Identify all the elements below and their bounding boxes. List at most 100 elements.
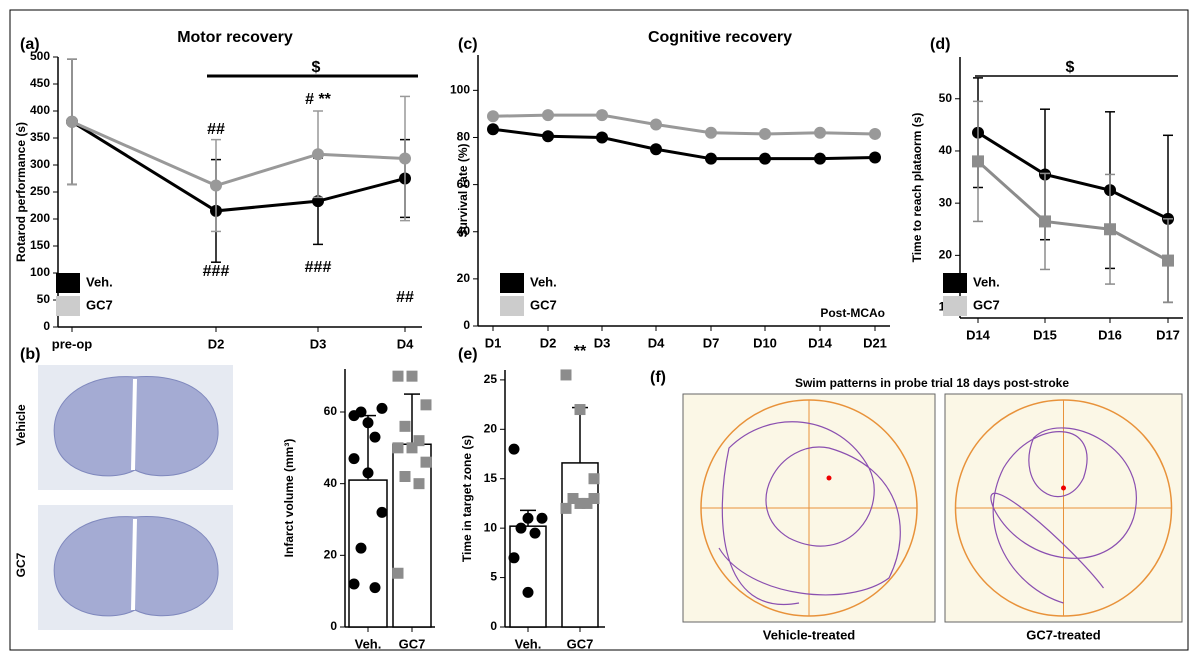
data-point xyxy=(581,497,593,509)
midline xyxy=(131,378,137,471)
midline xyxy=(131,518,137,611)
data-point xyxy=(522,512,534,524)
data-point xyxy=(312,148,324,161)
data-point xyxy=(560,502,572,514)
data-point xyxy=(650,118,662,131)
platform-mark xyxy=(1061,485,1066,491)
annotation: ### xyxy=(203,263,230,280)
y-tick-label: 100 xyxy=(450,83,470,97)
brain-section xyxy=(53,376,219,477)
x-tick-label: D21 xyxy=(863,335,887,350)
legend-swatch xyxy=(500,296,524,316)
data-point xyxy=(406,442,418,454)
data-point xyxy=(413,435,425,447)
bar xyxy=(348,479,388,628)
y-tick-label: 20 xyxy=(484,421,498,435)
y-tick-label: 50 xyxy=(939,91,953,105)
data-point xyxy=(574,497,586,509)
x-tick-label: D15 xyxy=(1033,327,1057,342)
data-point xyxy=(596,109,608,122)
y-tick-label: 100 xyxy=(30,265,50,279)
x-tick-label: D2 xyxy=(540,335,557,350)
data-point xyxy=(560,369,572,381)
data-point xyxy=(348,578,360,590)
data-point xyxy=(650,143,662,156)
data-point xyxy=(487,110,499,123)
x-tick-label: D4 xyxy=(648,335,665,350)
y-tick-label: 500 xyxy=(30,49,50,63)
x-tick-label: GC7 xyxy=(399,636,426,651)
y-tick-label: 15 xyxy=(484,471,498,485)
image-label: GC7 xyxy=(14,552,28,577)
data-point xyxy=(392,442,404,454)
data-point xyxy=(369,431,381,443)
series-line xyxy=(71,120,406,188)
y-tick-label: 5 xyxy=(490,570,497,584)
y-axis-label: Time to reach plataorm (s) xyxy=(910,113,924,263)
y-tick-label: 40 xyxy=(939,143,953,157)
x-tick-label: D4 xyxy=(397,336,414,351)
data-point xyxy=(536,512,548,524)
legend-label: GC7 xyxy=(530,297,557,312)
x-tick-label: pre-op xyxy=(52,336,93,351)
chart-title: Motor recovery xyxy=(177,29,293,46)
series-line xyxy=(977,131,1169,221)
x-tick-label: D1 xyxy=(485,335,502,350)
data-point xyxy=(392,370,404,382)
data-point xyxy=(348,453,360,465)
data-point xyxy=(355,542,367,554)
platform-mark xyxy=(826,475,832,481)
data-point xyxy=(869,127,881,140)
caption: Vehicle-treated xyxy=(763,627,856,642)
data-point xyxy=(399,420,411,432)
data-point xyxy=(1162,254,1174,267)
data-point xyxy=(376,402,388,414)
legend-swatch xyxy=(56,296,80,316)
data-point xyxy=(392,567,404,579)
legend-label: Veh. xyxy=(86,274,113,289)
x-tick-label: D3 xyxy=(594,335,611,350)
data-point xyxy=(420,456,432,468)
panel-label: (b) xyxy=(20,346,40,363)
data-point xyxy=(869,151,881,164)
frame xyxy=(9,9,1189,651)
y-tick-label: 300 xyxy=(30,157,50,171)
swim-path xyxy=(718,421,901,606)
data-point xyxy=(376,506,388,518)
y-tick-label: 200 xyxy=(30,211,50,225)
data-point xyxy=(312,195,324,208)
series-line xyxy=(976,160,1169,262)
y-tick-label: 20 xyxy=(457,271,471,285)
x-tick-label: D10 xyxy=(753,335,777,350)
annotation: # ** xyxy=(305,91,332,108)
x-tick-label: GC7 xyxy=(567,636,594,651)
y-tick-label: 60 xyxy=(324,404,338,418)
data-point xyxy=(1104,223,1116,236)
panel-label: (d) xyxy=(930,36,950,53)
y-tick-label: 40 xyxy=(324,476,338,490)
chart-title: Swim patterns in probe trial 18 days pos… xyxy=(795,376,1069,390)
data-point xyxy=(362,417,374,429)
annotation: $ xyxy=(312,59,321,76)
y-axis-label: Survival rate (%) xyxy=(456,143,470,237)
x-tick-label: Veh. xyxy=(515,636,542,651)
y-tick-label: 150 xyxy=(30,238,50,252)
data-point xyxy=(355,406,367,418)
x-tick-label: D3 xyxy=(310,336,327,351)
annotation: ## xyxy=(396,289,414,306)
legend-label: Veh. xyxy=(530,274,557,289)
y-tick-label: 20 xyxy=(939,248,953,262)
panel-label: (c) xyxy=(458,36,478,53)
data-point xyxy=(972,155,984,168)
data-point xyxy=(399,471,411,482)
y-tick-label: 0 xyxy=(490,619,497,633)
y-axis-label: Infarct volume (mm³) xyxy=(282,439,296,558)
y-tick-label: 40 xyxy=(457,224,471,238)
data-point xyxy=(413,478,425,490)
data-point xyxy=(508,443,520,455)
legend-label: GC7 xyxy=(86,297,113,312)
data-point xyxy=(515,522,527,534)
y-tick-label: 10 xyxy=(484,520,498,534)
legend-label: GC7 xyxy=(973,297,1000,312)
annotation: ** xyxy=(574,343,587,360)
